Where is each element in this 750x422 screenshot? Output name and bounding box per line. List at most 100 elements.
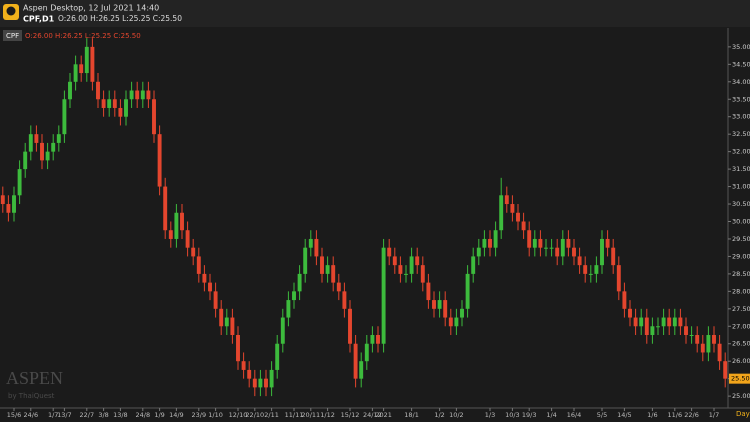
candle-body (342, 291, 347, 309)
candle-body (180, 212, 184, 231)
candle-body (516, 212, 520, 222)
candle-body (448, 317, 453, 327)
candle-body (146, 90, 151, 100)
candle-body (292, 291, 296, 301)
y-tick-label: 35.00 (732, 43, 750, 51)
candle-body (325, 265, 330, 274)
candle-body (488, 238, 492, 248)
candle-body (712, 335, 716, 344)
candle-body (706, 335, 711, 353)
y-tick-label: 34.50 (732, 60, 750, 68)
candle-body (644, 317, 649, 336)
candle-body (493, 230, 498, 248)
y-tick-label: 31.00 (732, 183, 750, 191)
candle-body (392, 256, 397, 266)
x-tick-label: 13/7 (57, 411, 72, 419)
candle-body (230, 317, 235, 336)
candle-body (460, 308, 464, 318)
candle-body (336, 282, 341, 292)
candle-body (68, 81, 72, 100)
candle-body (465, 273, 470, 309)
candle-body (499, 195, 504, 231)
candle-body (510, 204, 515, 213)
candle-body (656, 326, 660, 328)
x-tick-label: 24/8 (135, 411, 150, 419)
x-tick-label: 20/11 (301, 411, 320, 419)
candle-body (398, 265, 403, 274)
candle-body (684, 326, 688, 336)
legend-ohlc: O:26.00 H:26.25 L:25.25 C:25.50 (25, 32, 141, 40)
candle-body (264, 378, 268, 388)
candle-body (56, 134, 61, 143)
y-tick-label: 32.00 (732, 148, 750, 156)
candle-body (600, 238, 604, 266)
x-tick-label: 12/10 (229, 411, 248, 419)
candle-body (353, 343, 358, 379)
candle-body (521, 221, 526, 231)
candle-body (129, 90, 134, 100)
candle-body (23, 151, 28, 170)
y-tick-label: 31.50 (732, 165, 750, 173)
x-tick-label: 2021 (375, 411, 392, 419)
x-tick-label: 10/2 (449, 411, 464, 419)
y-tick-label: 30.50 (732, 200, 750, 208)
candle-body (594, 265, 599, 274)
x-tick-label: 22/10 (245, 411, 264, 419)
candle-body (90, 46, 95, 82)
candle-body (527, 230, 532, 248)
candle-body (124, 99, 128, 117)
candle-body (196, 256, 201, 274)
y-tick-label: 27.50 (732, 305, 750, 313)
candle-body (107, 99, 112, 108)
candle-body (331, 265, 336, 283)
y-tick-label: 33.00 (732, 113, 750, 121)
y-tick-label: 28.00 (732, 287, 750, 295)
candle-body (163, 186, 168, 231)
candle-body (538, 238, 543, 248)
candle-body (219, 308, 224, 327)
candle-body (689, 335, 694, 337)
candle-body (443, 300, 448, 318)
x-tick-label: 1/7 (48, 411, 58, 419)
candle-body (381, 247, 386, 344)
candle-body (118, 107, 123, 117)
candle-body (308, 238, 313, 248)
candle-body (40, 142, 44, 161)
candle-body (224, 317, 229, 327)
candle-body (476, 247, 481, 257)
candle-body (672, 317, 677, 327)
candle-body (101, 99, 106, 108)
y-tick-label: 26.50 (732, 340, 750, 348)
x-tick-label: 22/6 (684, 411, 699, 419)
candle-body (426, 282, 431, 301)
candle-body (605, 238, 610, 248)
candle-body (432, 300, 436, 309)
candle-body (717, 343, 722, 362)
candle-body (544, 247, 548, 249)
candle-body (622, 291, 627, 309)
x-tick-label: 15/6 (7, 411, 22, 419)
last-price-label: 25.50 (731, 375, 750, 383)
candle-body (280, 317, 285, 344)
x-tick-label: 13/8 (113, 411, 128, 419)
candle-body (275, 343, 280, 370)
x-tick-label: 18/1 (404, 411, 419, 419)
candle-body (404, 273, 408, 275)
candle-body (84, 46, 89, 74)
candle-body (560, 238, 565, 257)
candle-body (73, 64, 78, 82)
y-tick-label: 25.00 (732, 392, 750, 400)
candle-body (549, 247, 554, 249)
candle-body (213, 291, 218, 309)
x-tick-label: 2/11 (264, 411, 279, 419)
candle-body (661, 317, 666, 327)
candle-body (79, 64, 84, 74)
candle-body (723, 361, 728, 379)
x-tick-label: 24/6 (23, 411, 38, 419)
candle-body (628, 308, 632, 318)
x-tick-label: 11/11 (285, 411, 304, 419)
x-tick-label: 15/12 (341, 411, 360, 419)
candle-body (583, 265, 588, 274)
